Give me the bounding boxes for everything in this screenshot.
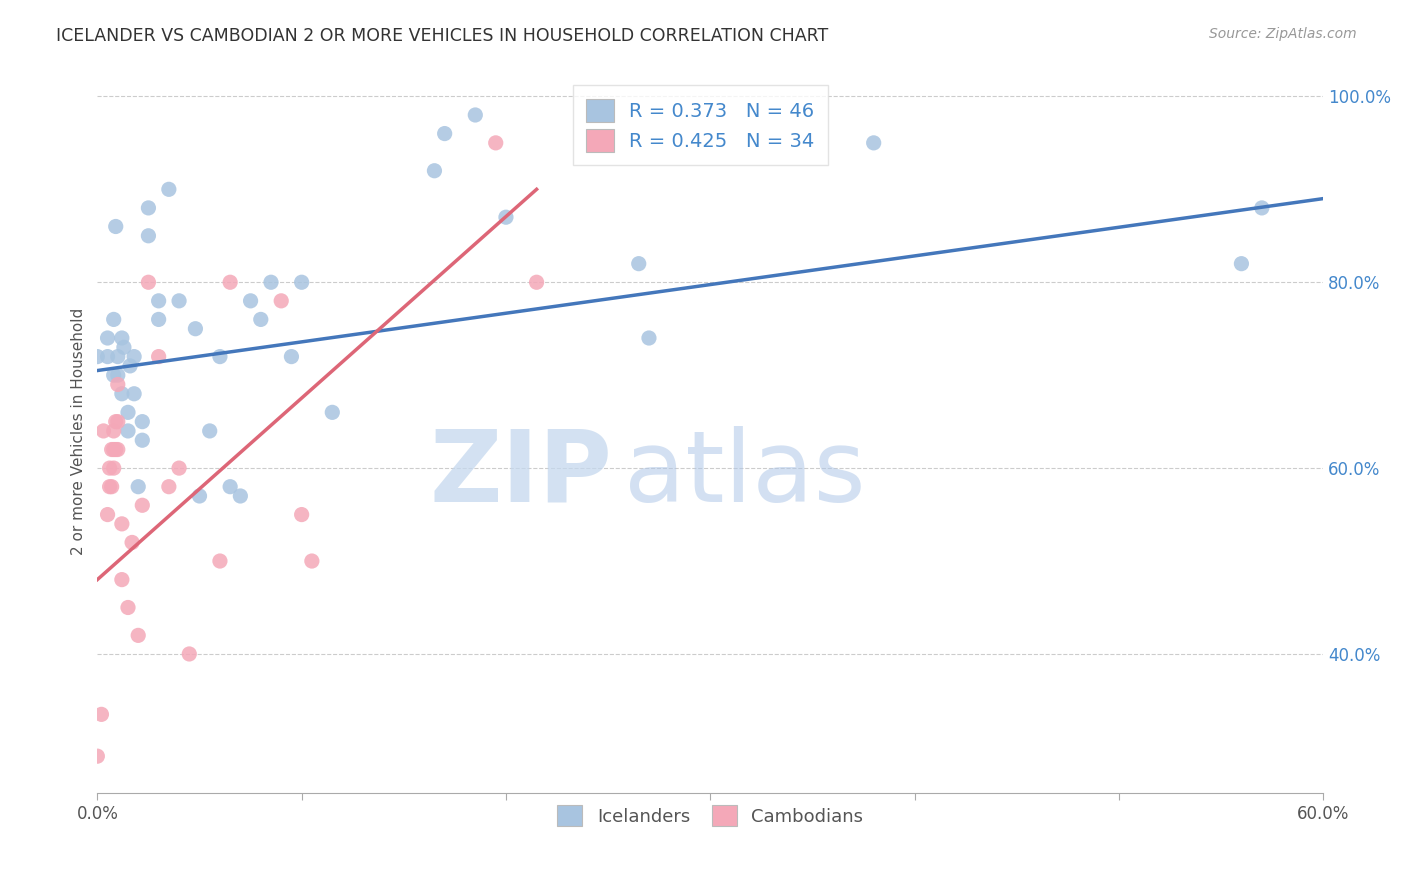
Point <box>112 340 135 354</box>
Point <box>107 415 129 429</box>
Point <box>495 211 517 225</box>
Point <box>167 293 190 308</box>
Point <box>127 628 149 642</box>
Point <box>291 275 314 289</box>
Point <box>188 489 211 503</box>
Point <box>111 331 134 345</box>
Text: atlas: atlas <box>624 425 866 523</box>
Point <box>627 257 650 271</box>
Point <box>111 573 134 587</box>
Point <box>122 386 145 401</box>
Point <box>148 293 170 308</box>
Point <box>100 442 122 457</box>
Point <box>1250 201 1272 215</box>
Point <box>167 461 190 475</box>
Point <box>111 516 134 531</box>
Point <box>464 108 486 122</box>
Point <box>104 415 127 429</box>
Point <box>138 275 160 289</box>
Point <box>86 749 108 764</box>
Point <box>526 275 548 289</box>
Point <box>249 312 271 326</box>
Point <box>107 350 129 364</box>
Point <box>107 377 129 392</box>
Point <box>138 201 160 215</box>
Point <box>103 312 125 326</box>
Point <box>321 405 343 419</box>
Point <box>638 331 661 345</box>
Point <box>117 405 139 419</box>
Point <box>198 424 221 438</box>
Point <box>86 350 108 364</box>
Point <box>1230 257 1253 271</box>
Point <box>208 554 231 568</box>
Point <box>485 136 508 150</box>
Text: Source: ZipAtlas.com: Source: ZipAtlas.com <box>1209 27 1357 41</box>
Point <box>122 350 145 364</box>
Point <box>103 424 125 438</box>
Point <box>104 219 127 234</box>
Point <box>184 322 207 336</box>
Point <box>131 498 153 512</box>
Point <box>219 480 242 494</box>
Point <box>98 480 121 494</box>
Point <box>148 312 170 326</box>
Point <box>93 424 115 438</box>
Point <box>291 508 314 522</box>
Point <box>157 182 180 196</box>
Point <box>104 442 127 457</box>
Y-axis label: 2 or more Vehicles in Household: 2 or more Vehicles in Household <box>72 308 86 555</box>
Point <box>90 707 112 722</box>
Point <box>229 489 252 503</box>
Point <box>862 136 884 150</box>
Point <box>107 368 129 383</box>
Point <box>131 415 153 429</box>
Text: ZIP: ZIP <box>429 425 612 523</box>
Point <box>301 554 323 568</box>
Point <box>111 386 134 401</box>
Point <box>138 228 160 243</box>
Point <box>103 461 125 475</box>
Point <box>433 127 456 141</box>
Point <box>98 461 121 475</box>
Point <box>117 600 139 615</box>
Point <box>100 480 122 494</box>
Point <box>157 480 180 494</box>
Point <box>118 359 141 373</box>
Point <box>131 434 153 448</box>
Point <box>179 647 201 661</box>
Point <box>97 508 120 522</box>
Text: ICELANDER VS CAMBODIAN 2 OR MORE VEHICLES IN HOUSEHOLD CORRELATION CHART: ICELANDER VS CAMBODIAN 2 OR MORE VEHICLE… <box>56 27 828 45</box>
Point <box>121 535 143 549</box>
Point <box>107 442 129 457</box>
Point <box>260 275 283 289</box>
Point <box>117 424 139 438</box>
Legend: Icelanders, Cambodians: Icelanders, Cambodians <box>548 797 873 835</box>
Point <box>97 350 120 364</box>
Point <box>219 275 242 289</box>
Point <box>239 293 262 308</box>
Point <box>423 163 446 178</box>
Point <box>148 350 170 364</box>
Point <box>103 442 125 457</box>
Point <box>103 368 125 383</box>
Point <box>97 331 120 345</box>
Point <box>127 480 149 494</box>
Point <box>270 293 292 308</box>
Point <box>208 350 231 364</box>
Point <box>280 350 302 364</box>
